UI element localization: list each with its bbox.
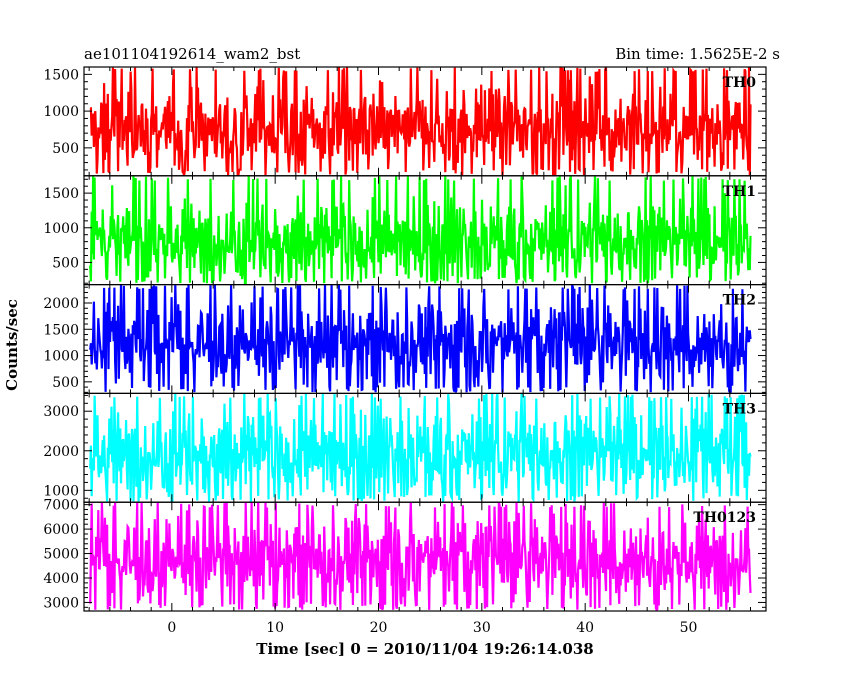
series-line-th3	[89, 393, 752, 503]
x-tick-label: 50	[680, 620, 698, 636]
x-tick-label: 30	[473, 620, 491, 636]
panel-frame-th0123	[83, 501, 767, 612]
series-line-th2	[89, 284, 752, 394]
y-tick-label: 500	[52, 255, 79, 271]
panel-label-th0: TH0	[723, 75, 757, 91]
y-tick-label: 7000	[43, 498, 79, 514]
series-line-th0123	[89, 502, 752, 612]
y-tick-label: 1500	[43, 67, 79, 83]
panel-label-th3: TH3	[723, 401, 756, 417]
panel-label-th2: TH2	[723, 293, 756, 309]
x-tick-label: 0	[167, 620, 176, 636]
y-tick-label: 4000	[43, 571, 79, 587]
series-line-th1	[89, 175, 752, 285]
y-axis-label: Counts/sec	[3, 299, 21, 391]
y-tick-label: 500	[52, 141, 79, 157]
y-tick-label: 5000	[43, 547, 79, 563]
y-tick-label: 3000	[43, 404, 79, 420]
y-tick-label: 1000	[43, 483, 79, 499]
panel-label-th1: TH1	[723, 184, 756, 200]
y-tick-label: 3000	[43, 595, 79, 611]
y-tick-label: 6000	[43, 522, 79, 538]
x-tick-label: 20	[370, 620, 388, 636]
bin-time-label: Bin time: 1.5625E-2 s	[615, 45, 780, 63]
y-tick-label: 1000	[43, 349, 79, 365]
y-tick-label: 1000	[43, 104, 79, 120]
y-tick-label: 500	[52, 375, 79, 391]
series-line-th0	[89, 67, 752, 176]
y-tick-label: 1000	[43, 221, 79, 237]
x-tick-label: 40	[576, 620, 594, 636]
y-tick-label: 2000	[43, 296, 79, 312]
y-tick-label: 2000	[43, 444, 79, 460]
x-axis-label: Time [sec] 0 = 2010/11/04 19:26:14.038	[256, 640, 593, 658]
y-tick-label: 1500	[43, 186, 79, 202]
panel-label-th0123: TH0123	[693, 510, 756, 526]
observation-id: ae101104192614_wam2_bst	[84, 45, 300, 63]
y-tick-label: 1500	[43, 322, 79, 338]
x-tick-label: 10	[266, 620, 284, 636]
